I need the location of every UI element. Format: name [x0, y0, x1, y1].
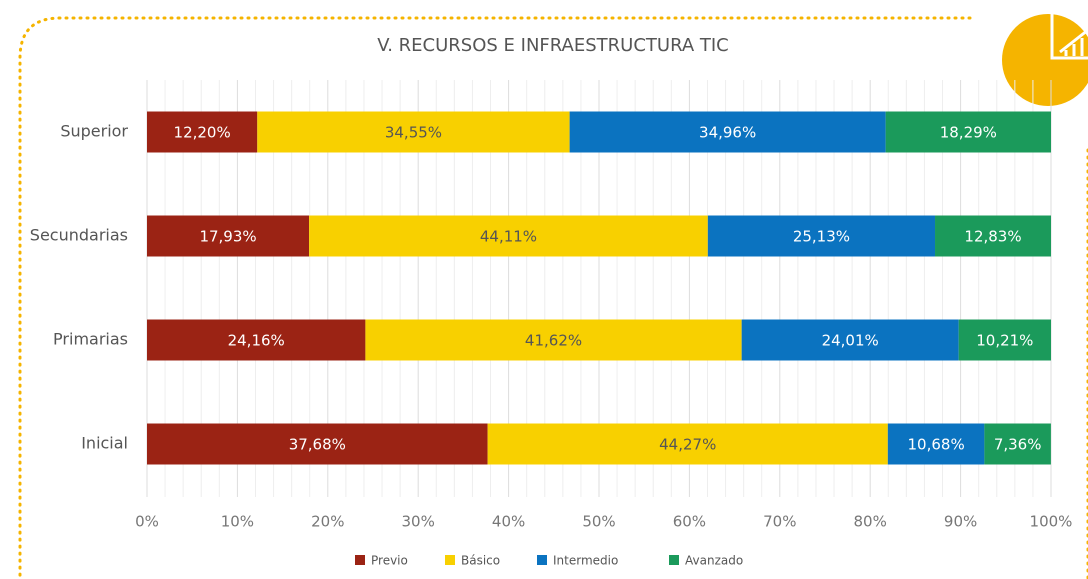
data-label: 34,55%	[385, 124, 442, 142]
legend-swatch	[355, 555, 365, 565]
data-label: 12,83%	[964, 228, 1021, 246]
data-label: 41,62%	[525, 332, 582, 350]
data-label: 24,01%	[822, 332, 879, 350]
data-label: 44,11%	[480, 228, 537, 246]
x-tick-label: 60%	[673, 513, 706, 531]
bar-segment	[147, 423, 488, 465]
bar-segment	[741, 319, 959, 361]
x-tick-label: 90%	[944, 513, 977, 531]
bar-segment	[147, 111, 258, 153]
bar-segment	[569, 111, 886, 153]
chart-title: V. RECURSOS E INFRAESTRUCTURA TIC	[377, 35, 729, 56]
data-label: 25,13%	[793, 228, 850, 246]
bar-segment	[257, 111, 570, 153]
legend-label: Previo	[371, 554, 408, 568]
bar-segment	[487, 423, 888, 465]
x-tick-label: 100%	[1030, 513, 1073, 531]
bar-segment	[958, 319, 1051, 361]
bar-segment	[147, 215, 310, 257]
data-label: 12,20%	[174, 124, 231, 142]
x-tick-label: 50%	[582, 513, 615, 531]
data-label: 24,16%	[228, 332, 285, 350]
y-tick-label: Superior	[60, 122, 128, 141]
y-tick-label: Inicial	[81, 434, 128, 453]
data-label: 10,21%	[976, 332, 1033, 350]
bar-segment	[309, 215, 708, 257]
x-tick-label: 30%	[402, 513, 435, 531]
data-label: 37,68%	[289, 436, 346, 454]
y-tick-label: Primarias	[53, 330, 128, 349]
x-tick-label: 10%	[221, 513, 254, 531]
legend-swatch	[537, 555, 547, 565]
x-tick-label: 20%	[311, 513, 344, 531]
data-label: 7,36%	[994, 436, 1042, 454]
x-tick-label: 70%	[763, 513, 796, 531]
bar-segment	[887, 423, 985, 465]
bar-segment	[147, 319, 366, 361]
legend-swatch	[669, 555, 679, 565]
data-label: 17,93%	[199, 228, 256, 246]
y-tick-label: Secundarias	[30, 226, 128, 245]
border-decoration	[18, 16, 972, 579]
data-label: 18,29%	[940, 124, 997, 142]
data-label: 34,96%	[699, 124, 756, 142]
bar-segment	[707, 215, 936, 257]
bar-segment	[885, 111, 1051, 153]
legend-swatch	[445, 555, 455, 565]
legend-label: Avanzado	[685, 554, 743, 568]
x-tick-label: 0%	[135, 513, 159, 531]
legend-label: Intermedio	[553, 554, 618, 568]
bar-segment	[935, 215, 1051, 257]
bar-segment	[984, 423, 1051, 465]
x-tick-label: 40%	[492, 513, 525, 531]
data-label: 10,68%	[908, 436, 965, 454]
legend-label: Básico	[461, 554, 500, 568]
logo-icon	[1002, 14, 1088, 106]
bar-segment	[365, 319, 742, 361]
x-tick-label: 80%	[854, 513, 887, 531]
data-label: 44,27%	[659, 436, 716, 454]
